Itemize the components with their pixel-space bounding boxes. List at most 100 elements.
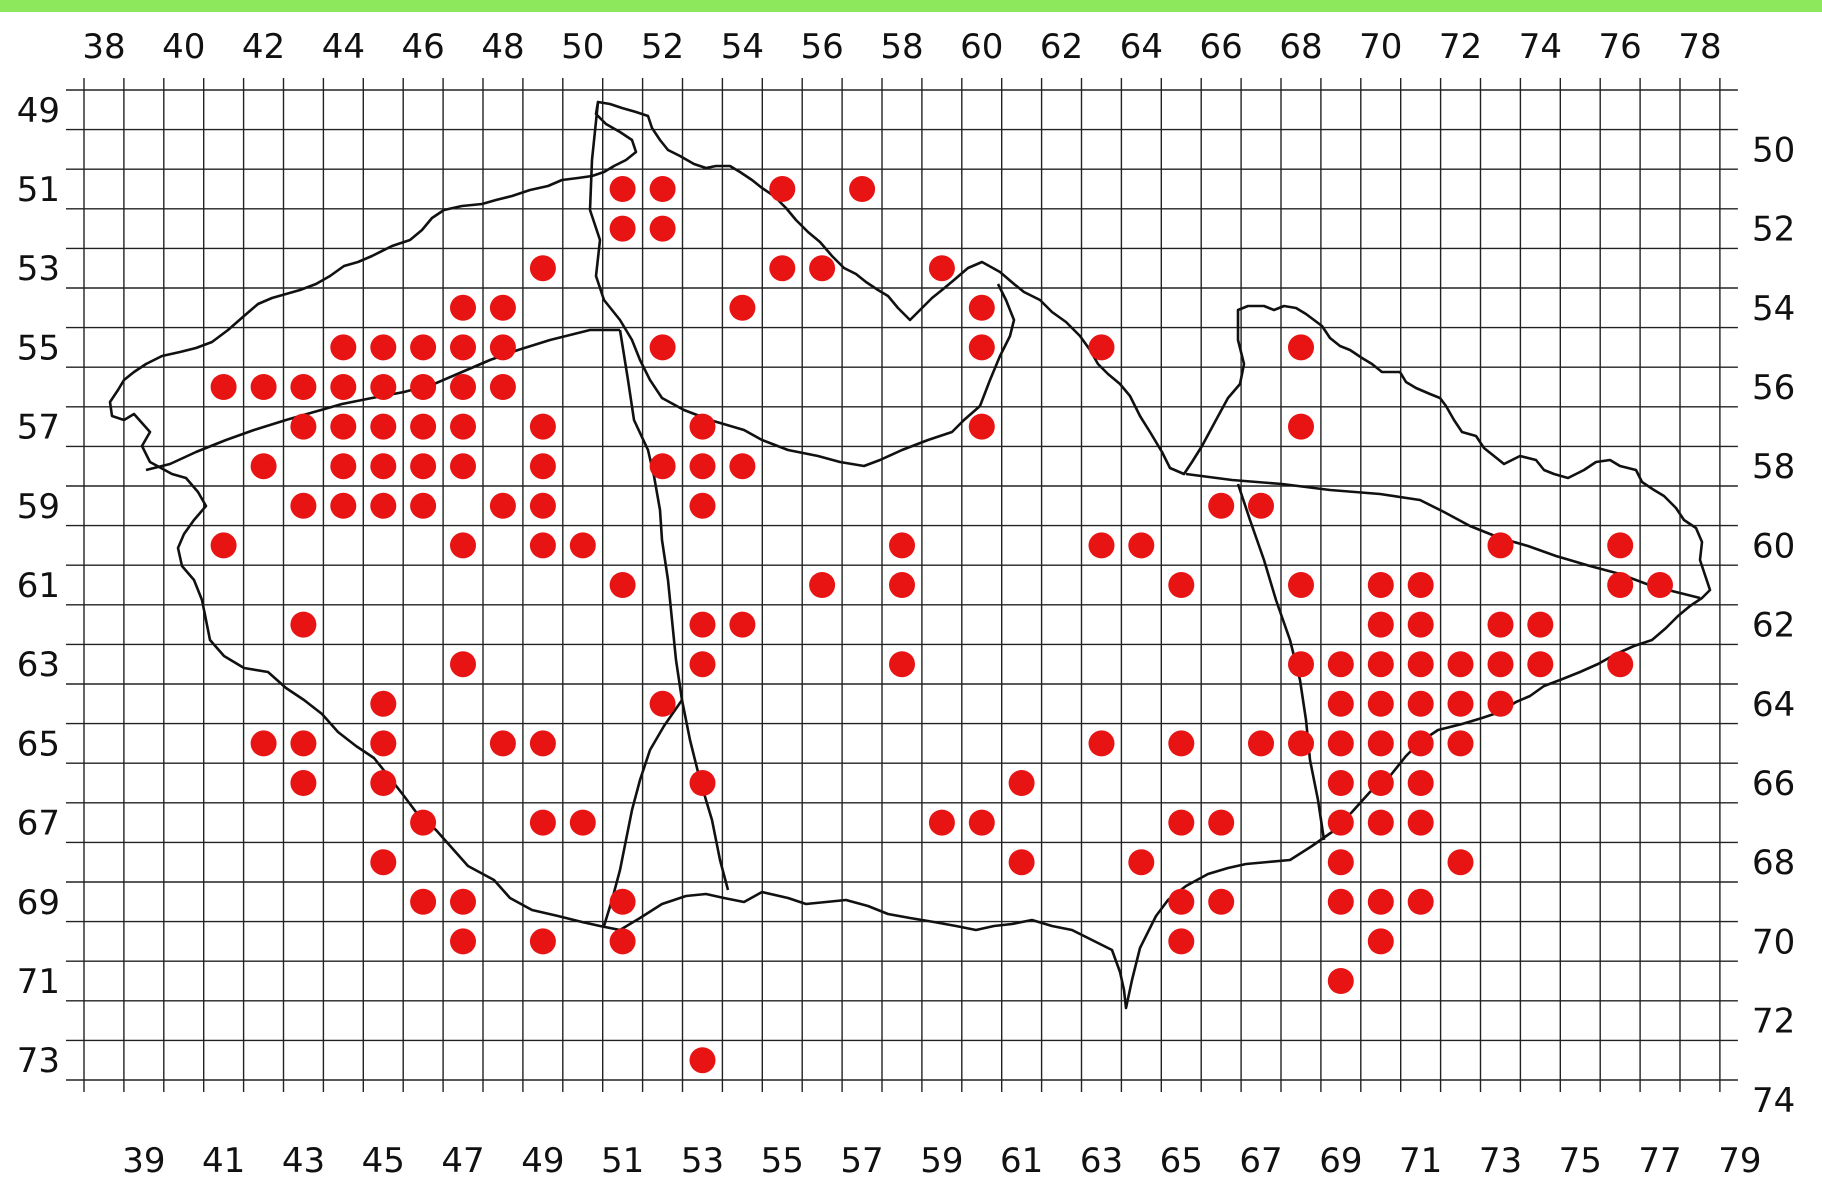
- occurrence-dot: [689, 770, 716, 796]
- occurrence-dot: [1367, 690, 1394, 717]
- occurrence-dot: [1288, 334, 1314, 361]
- occurrence-dot: [689, 492, 716, 519]
- occurrence-dot: [1407, 809, 1434, 836]
- column-label-bottom: 47: [441, 1141, 484, 1180]
- occurrence-dot: [1487, 651, 1514, 678]
- column-label-top: 64: [1120, 27, 1163, 67]
- occurrence-dot: [210, 532, 237, 559]
- column-label-top: 62: [1040, 27, 1083, 67]
- occurrence-dot: [1327, 651, 1354, 678]
- occurrence-dot: [569, 532, 596, 559]
- column-label-top: 70: [1359, 27, 1402, 67]
- occurrence-dot: [1647, 572, 1673, 598]
- column-label-bottom: 67: [1239, 1141, 1282, 1180]
- occurrence-dot: [968, 413, 995, 440]
- row-label-right: 62: [1752, 606, 1795, 646]
- column-label-bottom: 63: [1080, 1141, 1123, 1180]
- occurrence-dot: [410, 374, 437, 400]
- occurrence-dot: [1327, 888, 1354, 915]
- occurrence-dot: [1088, 532, 1115, 559]
- column-label-bottom: 57: [840, 1141, 883, 1180]
- column-label-bottom: 41: [202, 1141, 245, 1180]
- occurrence-dot: [370, 413, 397, 440]
- occurrence-dot: [1128, 849, 1155, 876]
- occurrence-dot: [928, 255, 955, 282]
- occurrence-dot: [689, 651, 716, 678]
- occurrence-dot: [889, 532, 915, 559]
- occurrence-dot: [529, 532, 556, 559]
- occurrence-dot: [529, 492, 556, 519]
- occurrence-dot: [529, 730, 556, 757]
- column-label-top: 72: [1439, 27, 1482, 67]
- occurrence-dot: [1327, 690, 1354, 717]
- occurrence-dot: [489, 294, 516, 321]
- occurrence-dot: [370, 453, 397, 480]
- column-label-bottom: 73: [1479, 1141, 1522, 1180]
- occurrence-dot: [1088, 730, 1115, 757]
- occurrence-dot: [968, 334, 995, 361]
- occurrence-markers: [210, 176, 1673, 1074]
- occurrence-dot: [410, 413, 437, 440]
- occurrence-dot: [410, 453, 437, 480]
- occurrence-dot: [410, 492, 437, 519]
- occurrence-dot: [1168, 572, 1195, 598]
- occurrence-dot: [649, 334, 676, 361]
- occurrence-dot: [450, 374, 476, 400]
- column-label-bottom: 49: [521, 1141, 564, 1180]
- occurrence-dot: [1367, 888, 1394, 915]
- occurrence-dot: [1248, 730, 1274, 757]
- occurrence-dot: [1367, 809, 1394, 836]
- occurrence-dot: [450, 651, 476, 678]
- internal-border: [588, 101, 1016, 468]
- grid: [66, 78, 1738, 1092]
- occurrence-dot: [1288, 572, 1314, 598]
- row-label-right: 52: [1752, 210, 1795, 250]
- occurrence-dot: [410, 809, 437, 836]
- occurrence-dot: [290, 730, 317, 757]
- occurrence-dot: [1407, 770, 1434, 796]
- occurrence-dot: [1088, 334, 1115, 361]
- column-label-top: 58: [880, 27, 923, 67]
- internal-border: [602, 699, 684, 927]
- occurrence-dot: [1288, 730, 1314, 757]
- occurrence-dot: [1407, 651, 1434, 678]
- occurrence-dot: [609, 888, 636, 915]
- occurrence-dot: [1327, 809, 1354, 836]
- occurrence-dot: [1288, 651, 1314, 678]
- occurrence-dot: [809, 572, 836, 598]
- occurrence-dot: [370, 730, 397, 757]
- column-label-top: 52: [641, 27, 684, 67]
- occurrence-dot: [370, 770, 397, 796]
- occurrence-dot: [1367, 651, 1394, 678]
- occurrence-dot: [1487, 690, 1514, 717]
- occurrence-dot: [1008, 849, 1035, 876]
- occurrence-dot: [1527, 611, 1554, 638]
- occurrence-dot: [889, 572, 915, 598]
- column-label-bottom: 51: [601, 1141, 644, 1180]
- country-border: [108, 100, 1712, 1010]
- occurrence-dot: [290, 492, 317, 519]
- occurrence-dot: [609, 176, 636, 202]
- occurrence-dot: [450, 334, 476, 361]
- occurrence-dot: [250, 374, 277, 400]
- occurrence-dot: [529, 413, 556, 440]
- row-label-right: 74: [1752, 1081, 1795, 1121]
- occurrence-dot: [769, 255, 796, 282]
- outer-border: [108, 100, 1712, 1010]
- occurrence-dot: [450, 413, 476, 440]
- occurrence-dot: [450, 888, 476, 915]
- column-label-top: 50: [561, 27, 604, 67]
- occurrence-dot: [290, 374, 317, 400]
- occurrence-dot: [649, 690, 676, 717]
- occurrence-dot: [1208, 492, 1235, 519]
- occurrence-dot: [1607, 651, 1634, 678]
- row-label-left: 63: [17, 645, 60, 685]
- occurrence-dot: [330, 492, 357, 519]
- occurrence-dot: [1407, 888, 1434, 915]
- occurrence-dot: [450, 928, 476, 955]
- column-label-bottom: 61: [1000, 1141, 1043, 1180]
- occurrence-dot: [529, 255, 556, 282]
- occurrence-dot: [210, 374, 237, 400]
- column-label-bottom: 75: [1559, 1141, 1602, 1180]
